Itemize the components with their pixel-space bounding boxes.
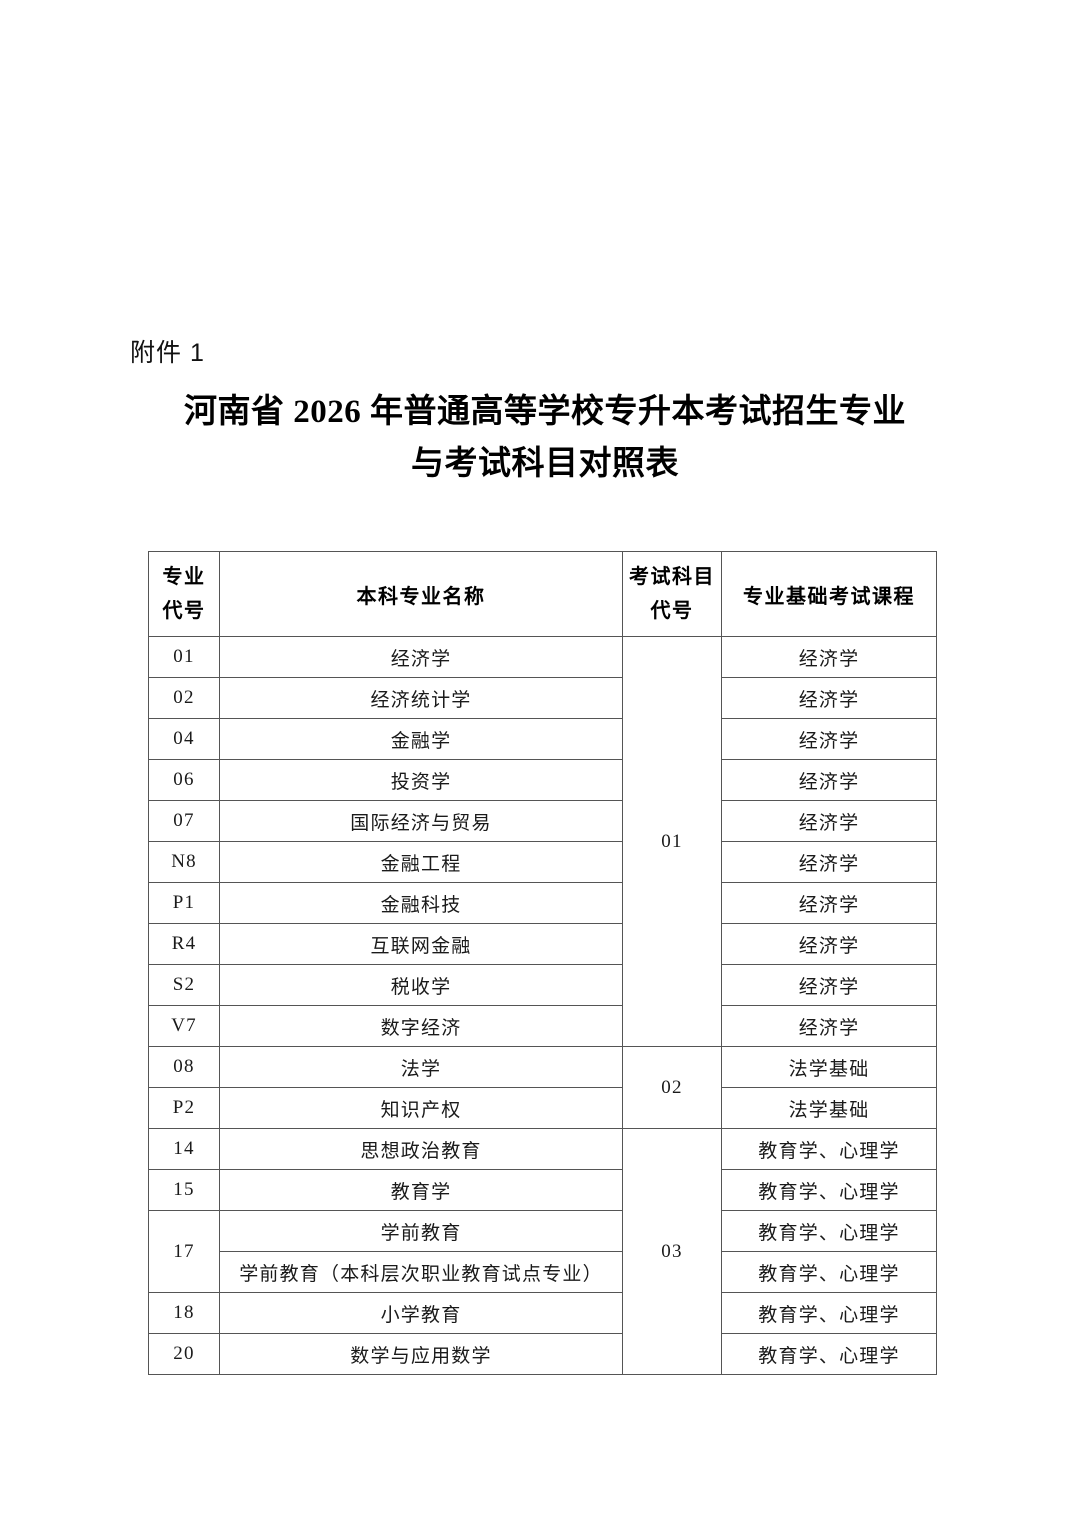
table-row: 06 投资学 经济学: [148, 759, 937, 801]
table-row: P2 知识产权 法学基础: [148, 1087, 937, 1129]
cell-major-name: 金融科技: [219, 882, 623, 924]
cell-major-name: 税收学: [219, 964, 623, 1006]
cell-course: 经济学: [721, 964, 937, 1006]
cell-major-name: 投资学: [219, 759, 623, 801]
cell-major-code: 07: [148, 800, 220, 842]
cell-major-name: 知识产权: [219, 1087, 623, 1129]
cell-major-name: 经济学: [219, 636, 623, 678]
table-row: 学前教育（本科层次职业教育试点专业） 教育学、心理学: [149, 1251, 937, 1293]
cell-course: 经济学: [721, 841, 937, 883]
column-header-major-code-line-1: 专业: [162, 566, 206, 588]
cell-major-code: 06: [148, 759, 220, 801]
cell-course: 教育学、心理学: [721, 1333, 937, 1375]
cell-major-code: P1: [148, 882, 220, 924]
cell-major-code: 17: [148, 1210, 220, 1293]
cell-course: 教育学、心理学: [721, 1251, 937, 1293]
table-row: S2 税收学 经济学: [148, 964, 937, 1006]
cell-course: 法学基础: [721, 1046, 937, 1088]
table-row: 02 经济统计学 经济学: [148, 677, 937, 719]
page-title-line-2: 与考试科目对照表: [411, 446, 679, 482]
column-header-major-code-line-2: 代号: [162, 600, 206, 622]
cell-major-name: 金融工程: [219, 841, 623, 883]
cell-major-code: P2: [148, 1087, 220, 1129]
cell-major-name: 思想政治教育: [219, 1128, 623, 1170]
cell-major-name: 学前教育（本科层次职业教育试点专业）: [219, 1251, 623, 1293]
table-body: 01 经济学 01 经济学 02 经济统计学 经济学 04 金融学 经济学 06 投资学 经济学 07 国际…: [148, 636, 937, 1375]
cell-course: 经济学: [721, 636, 937, 678]
cell-major-code: 01: [148, 636, 220, 678]
cell-course: 教育学、心理学: [721, 1128, 937, 1170]
table-row: 07 国际经济与贸易 经济学: [148, 800, 937, 842]
cell-major-code: 04: [148, 718, 220, 760]
cell-major-code: V7: [148, 1005, 220, 1047]
table-row: 17 学前教育 教育学、心理学: [148, 1210, 937, 1293]
cell-course: 经济学: [721, 759, 937, 801]
cell-course: 法学基础: [721, 1087, 937, 1129]
column-header-subject-code-line-2: 代号: [650, 600, 694, 622]
column-header-subject-code: 考试科目 代号: [622, 551, 722, 637]
column-header-subject-code-line-1: 考试科目: [629, 566, 715, 588]
cell-major-code: N8: [148, 841, 220, 883]
column-header-course: 专业基础考试课程: [721, 551, 937, 637]
cell-major-code: 15: [148, 1169, 220, 1211]
table-row: 01 经济学 01 经济学: [148, 636, 937, 1047]
cell-course: 经济学: [721, 677, 937, 719]
attachment-label: 附件 1: [130, 339, 205, 367]
column-header-major-name: 本科专业名称: [219, 551, 623, 637]
cell-course: 教育学、心理学: [721, 1210, 937, 1252]
cell-major-code: 08: [148, 1046, 220, 1088]
cell-course: 教育学、心理学: [721, 1292, 937, 1334]
cell-course: 经济学: [721, 923, 937, 965]
cell-course: 经济学: [721, 1005, 937, 1047]
cell-major-name: 小学教育: [219, 1292, 623, 1334]
cell-major-code: R4: [148, 923, 220, 965]
cell-course: 教育学、心理学: [721, 1169, 937, 1211]
table-row: 14 思想政治教育 03 教育学、心理学: [148, 1128, 937, 1375]
cell-major-code: 14: [148, 1128, 220, 1170]
cell-subject-code: 01: [622, 636, 722, 1047]
cell-course: 经济学: [721, 718, 937, 760]
cell-subject-code: 02: [622, 1046, 722, 1129]
cell-major-name: 教育学: [219, 1169, 623, 1211]
cell-major-name: 金融学: [219, 718, 623, 760]
table-row: R4 互联网金融 经济学: [148, 923, 937, 965]
table-row: V7 数字经济 经济学: [148, 1005, 937, 1047]
page-title: 河南省 2026 年普通高等学校专升本考试招生专业 与考试科目对照表: [150, 386, 940, 490]
cell-major-name: 数字经济: [219, 1005, 623, 1047]
table-row: 20 数学与应用数学 教育学、心理学: [148, 1333, 937, 1375]
cell-major-name: 法学: [219, 1046, 623, 1088]
table-row: N8 金融工程 经济学: [148, 841, 937, 883]
column-header-major-code: 专业 代号: [148, 551, 220, 637]
cell-course: 经济学: [721, 800, 937, 842]
cell-subject-code: 03: [622, 1128, 722, 1375]
cell-major-code: 20: [148, 1333, 220, 1375]
cell-major-name: 学前教育: [219, 1210, 623, 1252]
table-row: 15 教育学 教育学、心理学: [148, 1169, 937, 1211]
cell-course: 经济学: [721, 882, 937, 924]
table-row: 18 小学教育 教育学、心理学: [148, 1292, 937, 1334]
cell-major-code: 18: [148, 1292, 220, 1334]
cell-major-name: 互联网金融: [219, 923, 623, 965]
major-subject-table-wrapper: 专业 代号 本科专业名称 考试科目 代号 专业基础考试课程 01 经济学 01 经济学…: [148, 551, 937, 1375]
table-row: 08 法学 02 法学基础: [148, 1046, 937, 1129]
table-row: P1 金融科技 经济学: [148, 882, 937, 924]
table-header-row: 专业 代号 本科专业名称 考试科目 代号 专业基础考试课程: [148, 551, 937, 637]
cell-major-name: 经济统计学: [219, 677, 623, 719]
major-subject-table: 专业 代号 本科专业名称 考试科目 代号 专业基础考试课程 01 经济学 01 经济学…: [148, 551, 937, 1375]
cell-major-name: 数学与应用数学: [219, 1333, 623, 1375]
cell-major-code: 02: [148, 677, 220, 719]
page-title-line-1: 河南省 2026 年普通高等学校专升本考试招生专业: [184, 394, 906, 430]
cell-major-code: S2: [148, 964, 220, 1006]
cell-major-name: 国际经济与贸易: [219, 800, 623, 842]
table-row: 04 金融学 经济学: [148, 718, 937, 760]
table-header: 专业 代号 本科专业名称 考试科目 代号 专业基础考试课程: [148, 551, 937, 637]
